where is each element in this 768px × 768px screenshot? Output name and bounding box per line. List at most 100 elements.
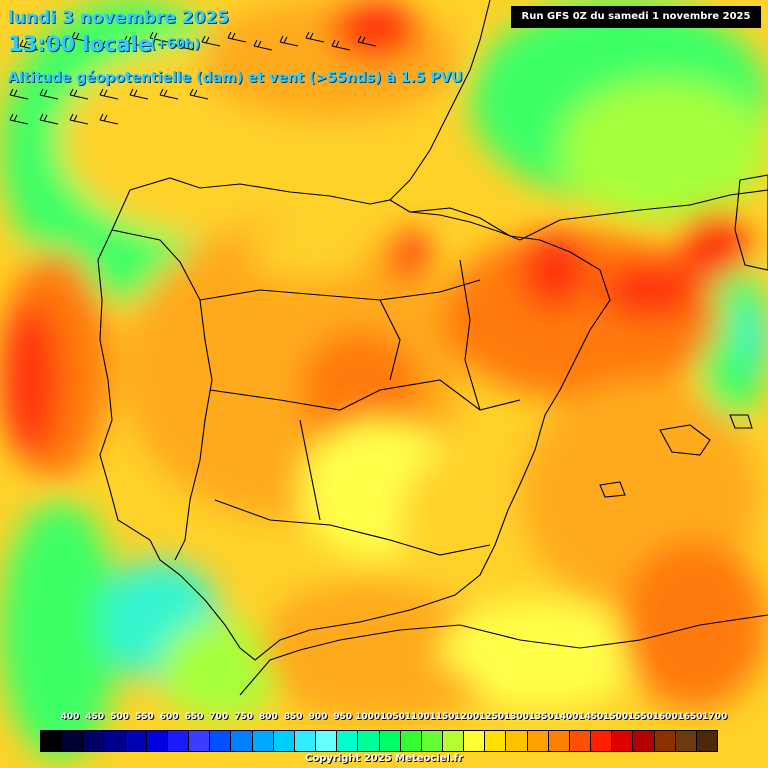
wind-barb <box>129 88 149 100</box>
legend-swatch <box>316 731 338 751</box>
legend-swatch <box>41 731 63 751</box>
wind-barb <box>39 113 59 125</box>
legend-swatch <box>337 731 359 751</box>
wind-barb <box>279 35 299 47</box>
wind-barb <box>159 88 179 100</box>
legend-swatch <box>210 731 232 751</box>
wind-barb <box>149 31 169 43</box>
legend-labels: 400 450 500 550 600 650 700 750 800 850 900 950 1000… <box>58 712 728 728</box>
field-patch <box>740 300 768 370</box>
coastlines-borders <box>97 0 768 696</box>
legend-label: 850 <box>283 712 303 722</box>
field-patch <box>520 230 590 310</box>
field-patch <box>330 0 420 60</box>
legend-swatch <box>675 731 697 751</box>
legend-swatch <box>527 731 549 751</box>
legend-swatch <box>104 731 126 751</box>
field-patch <box>280 660 480 720</box>
field-patch <box>160 620 280 720</box>
wind-barb <box>305 31 325 43</box>
field-patch <box>400 450 520 600</box>
wind-barb <box>71 31 91 43</box>
legend-swatch <box>548 731 570 751</box>
legend-swatch <box>421 731 443 751</box>
legend-label: 1300 <box>503 712 529 722</box>
field-patch <box>300 330 420 450</box>
field-patch <box>0 500 120 760</box>
legend-swatch <box>464 731 486 751</box>
legend-swatch <box>167 731 190 751</box>
legend-swatch <box>252 731 274 751</box>
legend-swatch <box>146 731 168 751</box>
wind-barb <box>99 113 119 125</box>
wind-barb <box>69 113 89 125</box>
legend-label: 800 <box>258 712 278 722</box>
legend-label: 400 <box>60 712 80 722</box>
legend-swatch <box>612 731 634 751</box>
field-patch <box>250 220 370 280</box>
legend-label: 1500 <box>603 712 629 722</box>
field-patch <box>560 80 768 220</box>
field-patch <box>680 210 750 280</box>
legend-label: 1700 <box>702 712 728 722</box>
legend-swatch <box>400 731 422 751</box>
wind-barb <box>253 39 273 51</box>
legend-swatch <box>273 731 295 751</box>
field-description: Altitude géopotentielle (dam) et vent (>… <box>8 70 463 86</box>
wind-barb <box>9 113 29 125</box>
legend-swatch <box>231 731 253 751</box>
wind-barb <box>9 88 29 100</box>
legend-label: 1000 <box>355 712 381 722</box>
legend-swatch <box>633 731 655 751</box>
legend-swatch <box>485 731 507 751</box>
legend-label: 1650 <box>677 712 703 722</box>
field-patch <box>600 260 700 320</box>
run-info-box: Run GFS 0Z du samedi 1 novembre 2025 <box>511 6 761 28</box>
legend-label: 750 <box>234 712 253 722</box>
color-legend <box>40 730 718 752</box>
wind-barb <box>331 39 351 51</box>
field-patch <box>440 600 640 710</box>
legend-label: 1550 <box>627 712 653 722</box>
forecast-date: lundi 3 novembre 2025 <box>8 8 230 28</box>
legend-label: 650 <box>184 712 204 722</box>
legend-label: 600 <box>159 712 179 722</box>
legend-swatch <box>294 731 317 751</box>
wind-barb <box>175 39 195 51</box>
legend-swatch <box>654 731 676 751</box>
legend-swatch <box>83 731 105 751</box>
legend-label: 550 <box>134 712 154 722</box>
wind-barb <box>45 35 65 47</box>
legend-swatch <box>62 731 84 751</box>
legend-label: 500 <box>110 712 129 722</box>
legend-swatch <box>358 731 380 751</box>
legend-swatch <box>125 731 147 751</box>
wind-barb <box>201 35 221 47</box>
legend-label: 1350 <box>528 712 554 722</box>
wind-barb <box>97 39 117 51</box>
wind-barb <box>69 88 89 100</box>
copyright: Copyright 2025 Meteociel.fr <box>305 753 463 764</box>
legend-swatch <box>569 731 592 751</box>
wind-barb <box>227 31 247 43</box>
forecast-time: 13:00 locale <box>8 32 152 56</box>
wind-barb <box>19 39 39 51</box>
legend-label: 1450 <box>578 712 604 722</box>
legend-label: 1250 <box>479 712 505 722</box>
legend-label: 1400 <box>553 712 579 722</box>
legend-swatch <box>442 731 465 751</box>
legend-swatch <box>696 731 717 751</box>
legend-label: 1600 <box>652 712 678 722</box>
legend-swatch <box>591 731 613 751</box>
field-patch <box>200 0 460 120</box>
legend-label: 1150 <box>429 712 455 722</box>
field-patch <box>620 540 768 710</box>
legend-swatch <box>379 731 401 751</box>
field-patch <box>390 230 430 280</box>
lead-time: (+60h) <box>150 37 201 52</box>
legend-label: 900 <box>308 712 328 722</box>
wind-barb <box>99 88 119 100</box>
legend-swatch <box>189 731 211 751</box>
wind-barb <box>123 35 143 47</box>
